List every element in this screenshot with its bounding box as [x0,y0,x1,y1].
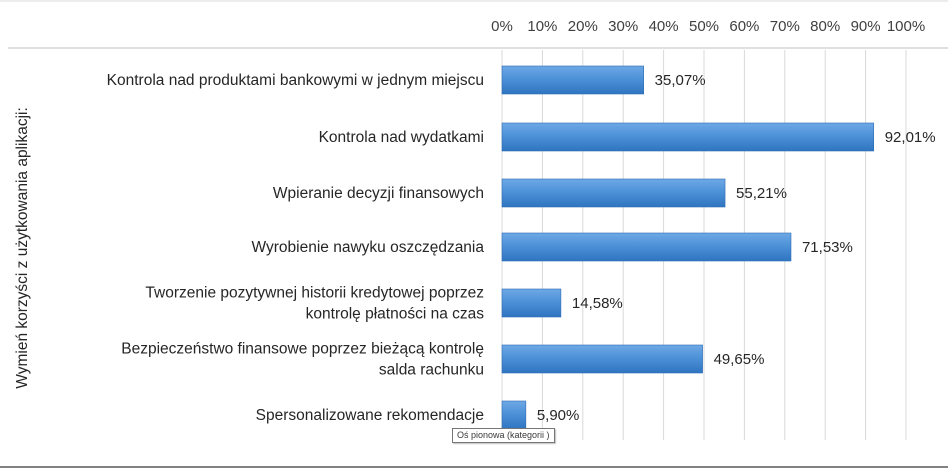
bar [501,65,644,95]
category-label: Kontrola nad produktami bankowymi w jedn… [107,72,484,89]
data-label: 5,90% [537,407,580,424]
category-label: salda rachunku [379,362,484,379]
data-label: 55,21% [736,185,787,202]
category-label: Tworzenie pozytywnej historii kredytowej… [145,285,484,302]
category-label: Wyrobienie nawyku oszczędzania [252,239,485,256]
category-labels: Kontrola nad produktami bankowymi w jedn… [107,72,485,424]
x-tick-label: 90% [851,18,881,35]
category-label: Bezpieczeństwo finansowe poprzez bieżącą… [121,341,484,358]
category-label: kontrolę płatności na czas [306,306,485,323]
x-axis-ticks: 0% 10% 20% 30% 40% 50% 60% 70% 80% 90% 100% [491,18,925,35]
x-tick-label: 60% [729,18,759,35]
x-tick-label: 50% [689,18,719,35]
bars [501,65,875,430]
data-label: 71,53% [802,239,853,256]
x-tick-label: 80% [810,18,840,35]
bar [501,344,703,374]
x-tick-label: 70% [770,18,800,35]
data-labels: 35,07% 92,01% 55,21% 71,53% 14,58% 49,65% 5,90… [537,72,936,424]
bar [501,288,562,318]
x-tick-label: 100% [887,18,925,35]
x-tick-label: 30% [608,18,638,35]
data-label: 49,65% [714,351,765,368]
axis-tooltip: Oś pionowa (kategorii ) [452,428,555,443]
bar [501,122,875,152]
data-label: 92,01% [885,129,936,146]
x-tick-label: 0% [491,18,513,35]
category-label: Kontrola nad wydatkami [319,129,484,146]
bar [501,178,726,208]
x-tick-label: 40% [649,18,679,35]
x-tick-label: 20% [568,18,598,35]
data-label: 35,07% [655,72,706,89]
data-label: 14,58% [572,295,623,312]
category-label: Spersonalizowane rekomendacje [256,407,484,424]
bar [501,232,792,262]
x-tick-label: 10% [527,18,557,35]
category-label: Wpieranie decyzji finansowych [273,185,484,202]
y-axis-title: Wymień korzyści z użytkowania aplikacji: [14,107,31,389]
bar [501,400,527,430]
